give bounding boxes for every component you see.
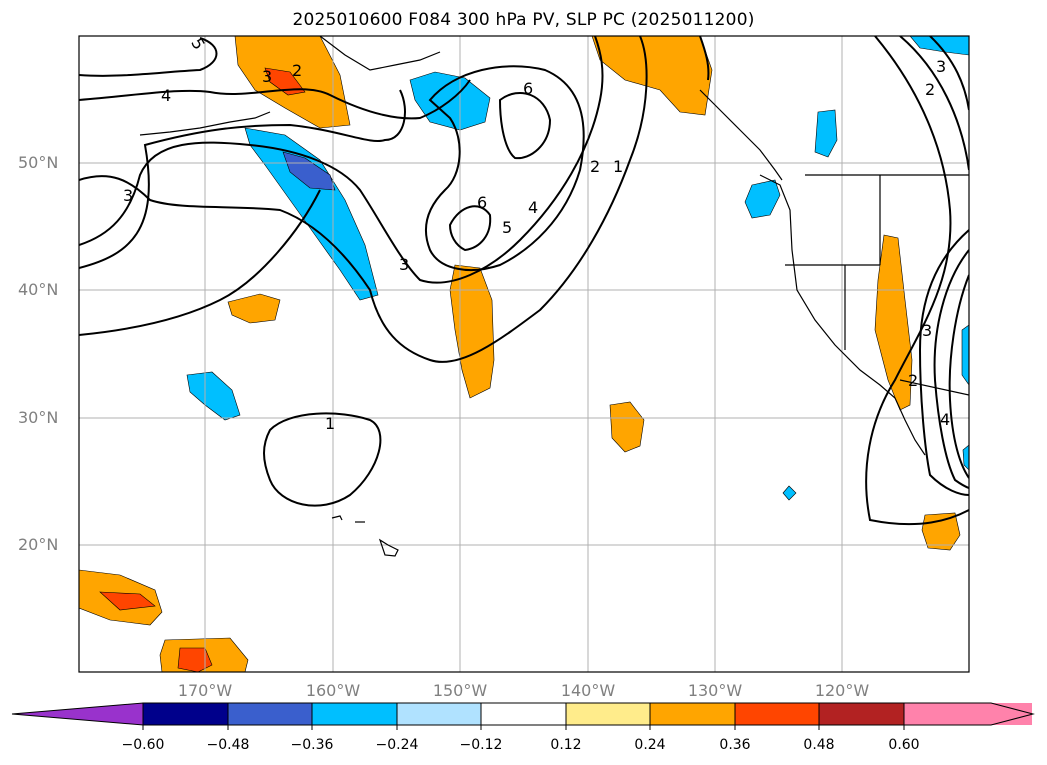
- colorbar-tick-label: −0.24: [375, 737, 419, 753]
- colorbar-tick-label: 0.36: [719, 737, 751, 753]
- contour-label: 3: [123, 186, 133, 205]
- contour-label: 1: [613, 157, 623, 176]
- coastlines: [139, 36, 969, 557]
- plot-title: 2025010600 F084 300 hPa PV, SLP PC (2025…: [292, 10, 755, 30]
- contour-label: 6: [523, 79, 533, 98]
- contour-label: 4: [940, 410, 950, 429]
- colorbar-swatch: [649, 702, 736, 726]
- contour-label: 2: [908, 371, 918, 390]
- slp-contours: [79, 36, 969, 526]
- map-plot-area: 5 4 3 3 2 6 6 5 4 3 2 1 1 3 2 2 3 4: [79, 35, 969, 672]
- contour-label: 4: [528, 198, 538, 217]
- contour-label: 2: [590, 157, 600, 176]
- colorbar-swatch: [396, 702, 482, 726]
- contour-label: 3: [936, 57, 946, 76]
- latitude-label: 40°N: [18, 280, 59, 299]
- contour-label: 2: [292, 61, 302, 80]
- longitude-label: 150°W: [432, 681, 488, 700]
- plot-frame: [78, 35, 970, 673]
- colorbar-tick-label: 0.12: [550, 737, 582, 753]
- longitude-label: 170°W: [177, 681, 233, 700]
- latitude-label: 30°N: [18, 408, 59, 427]
- colorbar-tick-label: 0.48: [803, 737, 835, 753]
- colorbar-tick-label: 0.60: [888, 737, 920, 753]
- latitude-label: 50°N: [18, 153, 59, 172]
- colorbar-swatch: [142, 702, 229, 726]
- colorbar-tick-label: −0.12: [459, 737, 503, 753]
- longitude-label: 140°W: [560, 681, 616, 700]
- contour-label: 5: [187, 35, 209, 53]
- contour-label: 5: [502, 218, 512, 237]
- longitude-label: 130°W: [687, 681, 743, 700]
- colorbar-tick-label: −0.48: [206, 737, 250, 753]
- colorbar-swatch: [818, 702, 905, 726]
- colorbar: [11, 702, 1035, 730]
- contour-label: 3: [922, 321, 932, 340]
- contour-label: 6: [477, 193, 487, 212]
- colorbar-swatch: [227, 702, 313, 726]
- pv-positive-shading: [79, 36, 961, 672]
- colorbar-swatch: [565, 702, 651, 726]
- colorbar-tick-label: 0.24: [634, 737, 666, 753]
- contour-label: 4: [161, 86, 171, 105]
- colorbar-tick-label: −0.36: [290, 737, 334, 753]
- contour-label: 3: [262, 67, 272, 86]
- longitude-label: 160°W: [305, 681, 361, 700]
- contour-labels: 5 4 3 3 2 6 6 5 4 3 2 1 1 3 2 2 3 4: [123, 35, 950, 433]
- contour-label: 2: [925, 80, 935, 99]
- longitude-label: 120°W: [814, 681, 870, 700]
- colorbar-ticks: [142, 725, 905, 730]
- latitude-label: 20°N: [18, 535, 59, 554]
- colorbar-swatch: [311, 702, 398, 726]
- colorbar-swatch: [734, 702, 820, 726]
- colorbar-extend-high: [903, 702, 1035, 726]
- contour-label: 1: [325, 414, 335, 433]
- colorbar-extend-low: [11, 702, 144, 726]
- colorbar-tick-label: −0.60: [121, 737, 165, 753]
- colorbar-swatch: [480, 702, 567, 726]
- contour-label: 3: [399, 255, 409, 274]
